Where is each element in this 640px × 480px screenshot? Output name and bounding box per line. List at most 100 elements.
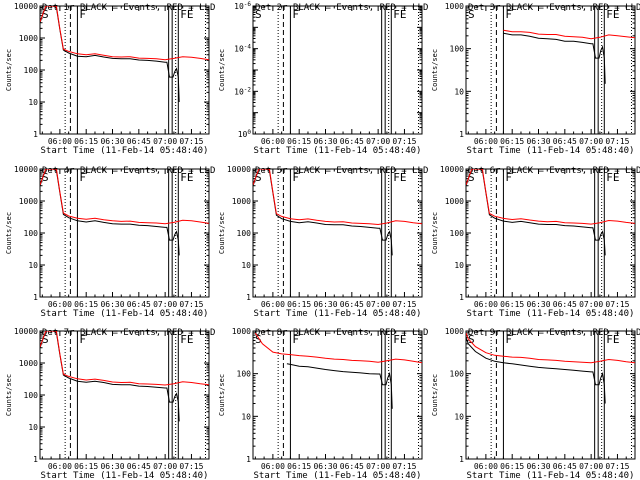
y-tick-label: 10000 [14,327,38,336]
marker-label: FE [180,333,193,346]
x-axis-label: Start Time (11-Feb-14 05:48:40) [254,146,422,156]
marker-label: FE [393,8,406,21]
x-tick-label: 06:00 [261,300,285,309]
y-tick-label: 10-4 [234,44,251,54]
y-tick-label: 100 [450,45,465,54]
lld-series-line [40,331,209,386]
y-axis-label: Counts/sec [5,374,13,416]
lld-series-line [254,332,422,364]
x-tick-label: 06:00 [48,462,72,471]
x-tick-label: 06:30 [100,462,124,471]
y-tick-label: 1000 [19,34,38,43]
x-tick-label: 06:45 [127,462,151,471]
x-axis-label: Start Time (11-Feb-14 05:48:40) [467,146,635,156]
y-tick-label: 10-2 [234,86,251,96]
x-tick-label: 06:00 [48,137,72,146]
marker-label: S [255,171,262,184]
marker-label: S [42,8,49,21]
x-tick-label: 06:00 [474,300,498,309]
x-axis-label: Start Time (11-Feb-14 05:48:40) [41,471,209,480]
marker-label: F [79,333,86,346]
y-axis-label: Counts/sec [5,49,13,91]
x-tick-label: 07:15 [605,300,629,309]
chart-panel-8: Det 8r BLACK = Events, RED = LLD 1 10 100 10… [218,327,428,480]
x-tick-label: 06:30 [526,137,550,146]
y-tick-label: 1 [33,293,38,302]
series-group [466,332,635,404]
series-group [503,29,635,84]
x-tick-label: 06:00 [48,300,72,309]
x-tick-label: 06:15 [74,137,98,146]
x-tick-label: 07:15 [179,300,203,309]
x-tick-label: 06:30 [100,137,124,146]
y-tick-label: 1 [33,130,38,139]
y-tick-label: 1000 [232,327,251,336]
x-tick-label: 06:45 [553,137,577,146]
y-tick-label: 1000 [232,197,251,206]
chart-panel-6: Det 6r BLACK = Events, RED = LLD 1 10 100 10… [431,165,640,319]
panel-grid: Det 1r BLACK = Events, RED = LLD11010010… [5,1,640,480]
y-tick-label: 1000 [445,197,464,206]
y-tick-label: 100 [450,370,465,379]
series-group [40,169,209,256]
marker-label: S [42,333,49,346]
x-tick-label: 07:15 [605,462,629,471]
lld-series-line [253,169,422,226]
marker-label: FE [393,333,406,346]
x-tick-label: 06:45 [553,462,577,471]
marker-label: F [292,333,299,346]
x-tick-label: 06:15 [287,300,311,309]
x-tick-label: 06:00 [474,462,498,471]
y-tick-label: 10000 [440,165,464,174]
lld-series-line [466,332,635,364]
marker-label: FE [606,333,619,346]
y-tick-label: 1 [459,130,464,139]
x-tick-label: 07:15 [392,137,416,146]
x-tick-label: 07:15 [179,137,203,146]
y-tick-label: 1 [246,293,251,302]
x-axis-label: Start Time (11-Feb-14 05:48:40) [41,146,209,156]
x-tick-label: 06:45 [340,300,364,309]
x-tick-label: 06:30 [313,300,337,309]
marker-label: F [505,333,512,346]
x-axis-label: Start Time (11-Feb-14 05:48:40) [467,471,635,480]
y-tick-label: 1000 [445,327,464,336]
y-tick-label: 100 [237,370,252,379]
marker-label: S [255,333,262,346]
x-tick-label: 06:45 [340,137,364,146]
marker-label: FE [180,171,193,184]
y-axis-label: Counts/sec [5,212,13,254]
marker-label: F [79,171,86,184]
chart-title: Det 7r BLACK = Events, RED = LLD [42,328,215,338]
y-tick-label: 100 [24,66,39,75]
y-axis-label: Counts/sec [218,374,226,416]
chart-panel-4: Det 4r BLACK = Events, RED = LLD 1 10 100 10… [5,165,215,319]
y-tick-label: 10 [454,261,464,270]
y-tick-label: 100 [450,229,465,238]
chart-title: Det 5r BLACK = Events, RED = LLD [255,166,428,176]
marker-label: FE [180,8,193,21]
x-tick-label: 06:30 [526,462,550,471]
marker-label: F [505,171,512,184]
x-tick-label: 06:15 [500,137,524,146]
y-tick-label: 100 [238,129,252,139]
x-axis-label: Start Time (11-Feb-14 05:48:40) [254,471,422,480]
y-tick-label: 1 [246,455,251,464]
y-tick-label: 100 [24,391,39,400]
x-tick-label: 06:00 [474,137,498,146]
y-tick-label: 10 [28,261,38,270]
x-tick-label: 07:15 [392,462,416,471]
y-tick-label: 10 [28,98,38,107]
marker-label: S [468,171,475,184]
chart-title: Det 6r BLACK = Events, RED = LLD [468,166,640,176]
y-axis-label: Counts/sec [218,212,226,254]
y-tick-label: 1000 [19,359,38,368]
marker-label: S [255,8,262,21]
x-tick-label: 07:00 [153,462,177,471]
x-tick-label: 07:15 [392,300,416,309]
x-tick-label: 07:00 [153,300,177,309]
chart-panel-3: Det 3r BLACK = Events, RED = LLD 1 10 100 10… [431,2,640,156]
x-tick-label: 06:15 [287,462,311,471]
x-tick-label: 06:30 [526,300,550,309]
